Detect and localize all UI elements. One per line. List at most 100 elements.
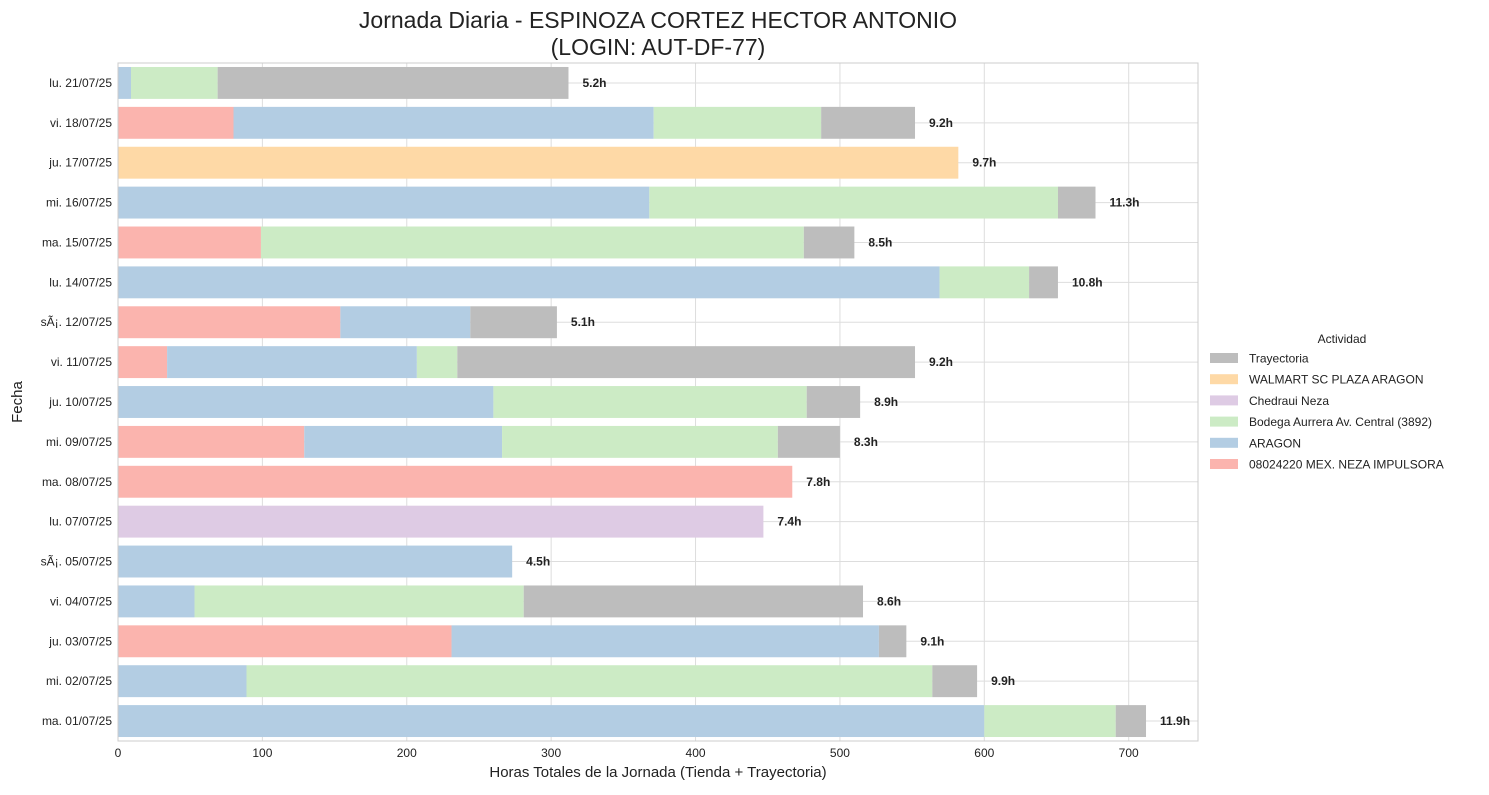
bar-total-label: 8.9h	[874, 395, 898, 409]
bar-segment	[806, 386, 861, 418]
legend-items: Trayectoria WALMART SC PLAZA ARAGON Chedra…	[1210, 352, 1444, 472]
bar-segment	[502, 425, 778, 458]
bar-segment	[1057, 186, 1096, 219]
y-tick-label: ju. 17/07/25	[48, 156, 112, 170]
bar-segment	[118, 346, 168, 379]
y-axis-label: Fecha	[9, 381, 26, 423]
bar-segment	[470, 306, 557, 339]
x-axis-label: Horas Totales de la Jornada (Tienda + Tr…	[489, 764, 826, 781]
bar-segment	[194, 585, 524, 618]
bar-segment	[118, 665, 247, 698]
x-tick-label: 0	[115, 746, 122, 760]
chart-subtitle: (LOGIN: AUT-DF-77)	[551, 34, 766, 60]
bar-segment	[118, 106, 234, 139]
y-tick-label: ma. 15/07/25	[42, 235, 112, 249]
bar-segment	[821, 106, 916, 139]
y-tick-label: ju. 03/07/25	[48, 634, 112, 648]
y-tick-label: ma. 01/07/25	[42, 714, 112, 728]
bar-total-label: 7.4h	[777, 515, 801, 529]
bar-segment	[118, 386, 494, 418]
legend-swatch	[1210, 437, 1238, 448]
bar-segment	[340, 306, 471, 339]
y-tick-label: vi. 18/07/25	[50, 116, 112, 130]
bar-segment	[1115, 705, 1147, 738]
x-tick-label: 400	[686, 746, 706, 760]
bar-total-label: 9.1h	[920, 634, 944, 648]
bar-total-label: 9.2h	[929, 355, 953, 369]
y-tick-label: mi. 16/07/25	[46, 196, 112, 210]
legend-swatch	[1210, 395, 1238, 406]
plot-frame	[117, 62, 1199, 742]
legend-swatch	[1210, 459, 1238, 469]
legend-label: 08024220 MEX. NEZA IMPULSORA	[1249, 458, 1444, 472]
bar-segment	[167, 346, 417, 379]
legend-label: Bodega Aurrera Av. Central (3892)	[1249, 415, 1432, 429]
bar-segment	[118, 266, 940, 299]
bar-segment	[217, 66, 569, 99]
bar-segment	[118, 66, 131, 99]
bar-segment	[777, 425, 840, 458]
y-tick-label: lu. 07/07/25	[49, 515, 112, 529]
x-tick-label: 100	[252, 746, 272, 760]
bar-segment	[451, 625, 879, 658]
bar-segment	[118, 465, 793, 498]
bar-segment	[457, 346, 916, 379]
x-tick-label: 300	[541, 746, 561, 760]
legend-label: Trayectoria	[1249, 352, 1309, 366]
total-labels: 5.2h 9.2h 9.7h 11.3h 8.5h 10.8h 5.1h 9.2h 8.9h 8.…	[526, 76, 1190, 728]
y-tick-label: vi. 11/07/25	[51, 355, 112, 369]
bar-segment	[233, 106, 654, 139]
bar-segment	[878, 625, 907, 658]
bar-segment	[118, 505, 764, 538]
bar-segment	[118, 226, 261, 259]
bar-segment	[932, 665, 978, 698]
bar-segment	[1029, 266, 1058, 299]
x-tick-labels: 0 100 200 300 400 500 600 700	[115, 746, 1139, 760]
bar-segment	[653, 106, 822, 139]
bar-segment	[118, 545, 513, 578]
legend-title: Actividad	[1318, 332, 1367, 346]
bar-segment	[939, 266, 1030, 299]
bar-segment	[118, 186, 650, 219]
bar-total-label: 9.7h	[972, 156, 996, 170]
bar-total-label: 9.9h	[991, 674, 1015, 688]
y-tick-label: lu. 14/07/25	[49, 275, 112, 289]
bar-segment	[984, 705, 1116, 738]
bar-segment	[416, 346, 458, 379]
x-tick-label: 200	[397, 746, 417, 760]
bar-segment	[118, 425, 305, 458]
y-tick-label: sÃ¡. 12/07/25	[41, 315, 113, 329]
bar-total-label: 5.2h	[582, 76, 606, 90]
bar-segment	[260, 226, 804, 259]
bar-segment	[118, 146, 959, 179]
legend-label: Chedraui Neza	[1249, 394, 1329, 408]
bar-segment	[304, 425, 503, 458]
legend-swatch	[1210, 374, 1238, 385]
bar-total-label: 11.3h	[1109, 196, 1139, 210]
bar-segment	[118, 705, 985, 738]
bar-total-label: 8.3h	[854, 435, 878, 449]
legend-swatch	[1210, 353, 1238, 363]
bar-segment	[493, 386, 807, 418]
bar-segment	[649, 186, 1058, 219]
y-tick-label: vi. 04/07/25	[50, 594, 112, 608]
bar-segment	[246, 665, 933, 698]
y-tick-label: sÃ¡. 05/07/25	[41, 555, 113, 569]
y-tick-labels: lu. 21/07/25 vi. 18/07/25 ju. 17/07/25 mi. …	[41, 76, 113, 728]
bar-total-label: 11.9h	[1160, 714, 1190, 728]
legend-swatch	[1210, 416, 1238, 427]
y-tick-label: mi. 09/07/25	[46, 435, 112, 449]
y-tick-label: lu. 21/07/25	[49, 76, 112, 90]
bar-total-label: 5.1h	[571, 315, 595, 329]
chart-title: Jornada Diaria - ESPINOZA CORTEZ HECTOR …	[359, 7, 957, 33]
bar-segment	[118, 625, 452, 658]
legend-label: ARAGON	[1249, 436, 1301, 450]
bar-total-label: 8.6h	[877, 594, 901, 608]
y-tick-label: ju. 10/07/25	[48, 395, 112, 409]
bar-total-label: 7.8h	[806, 475, 830, 489]
bar-segment	[130, 66, 218, 99]
bar-total-label: 10.8h	[1072, 275, 1103, 289]
legend-label: WALMART SC PLAZA ARAGON	[1249, 373, 1424, 387]
